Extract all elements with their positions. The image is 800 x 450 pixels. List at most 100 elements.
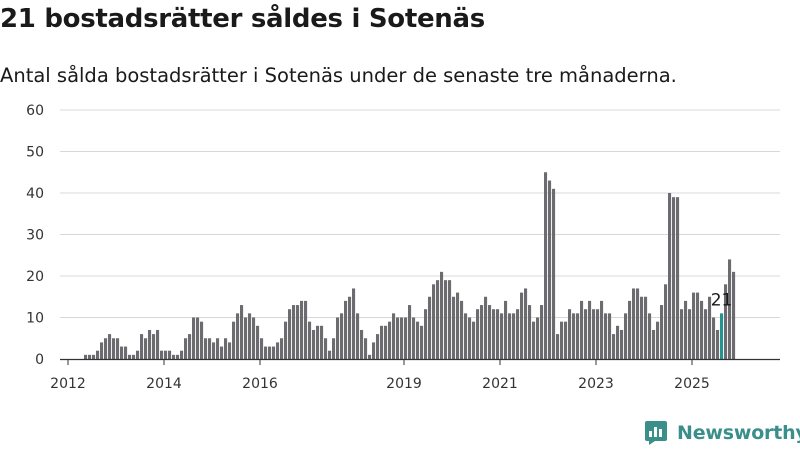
bar — [572, 313, 576, 359]
bar — [256, 325, 260, 359]
bar — [244, 317, 248, 359]
bar — [216, 338, 220, 359]
bar — [240, 305, 244, 359]
x-tick-label: 2021 — [482, 376, 518, 392]
y-tick-label: 30 — [26, 228, 44, 244]
bar — [600, 300, 604, 359]
bar — [220, 346, 224, 359]
y-tick-label: 60 — [26, 103, 44, 119]
bar — [536, 317, 540, 359]
bar — [124, 346, 128, 359]
chart-title: 21 bostadsrätter såldes i Sotenäs — [0, 4, 485, 34]
bar — [424, 309, 428, 359]
bar — [732, 271, 736, 359]
bar — [420, 325, 424, 359]
bar — [156, 329, 160, 359]
bar — [704, 309, 708, 359]
bar — [672, 197, 676, 359]
bar — [684, 300, 688, 359]
bar — [128, 354, 132, 359]
bar — [696, 292, 700, 359]
bar — [452, 296, 456, 359]
bar — [136, 350, 140, 359]
bar — [296, 305, 300, 359]
bar — [368, 354, 372, 359]
bar — [660, 305, 664, 359]
bar — [212, 342, 216, 359]
bar — [428, 296, 432, 359]
bar — [204, 338, 208, 359]
bar — [264, 346, 268, 359]
data-labels: 21 — [711, 290, 733, 310]
bar — [500, 313, 504, 359]
bar — [564, 321, 568, 359]
bar — [320, 325, 324, 359]
bar — [632, 288, 636, 359]
bar — [548, 180, 552, 359]
bar — [224, 338, 228, 359]
bar — [524, 288, 528, 359]
bar — [408, 305, 412, 359]
bar — [644, 296, 648, 359]
bar — [516, 309, 520, 359]
bar — [332, 338, 336, 359]
bar — [508, 313, 512, 359]
bar — [276, 342, 280, 359]
highlight-value-label: 21 — [711, 290, 733, 310]
bar — [144, 338, 148, 359]
bar — [292, 305, 296, 359]
y-tick-label: 40 — [26, 186, 44, 202]
bar — [232, 321, 236, 359]
bar — [568, 309, 572, 359]
bar — [176, 354, 180, 359]
bar — [700, 300, 704, 359]
bar — [228, 342, 232, 359]
bar — [400, 317, 404, 359]
y-tick-label: 50 — [26, 145, 44, 161]
x-tick-label: 2019 — [386, 376, 422, 392]
bar — [148, 329, 152, 359]
bar — [192, 317, 196, 359]
bar — [596, 309, 600, 359]
bar — [688, 309, 692, 359]
bar — [480, 305, 484, 359]
bar — [616, 325, 620, 359]
bar — [284, 321, 288, 359]
bar — [584, 309, 588, 359]
bar — [92, 354, 96, 359]
x-tick-label: 2016 — [242, 376, 278, 392]
y-tick-label: 0 — [35, 352, 44, 368]
bar — [272, 346, 276, 359]
bar — [120, 346, 124, 359]
bar — [448, 280, 452, 359]
bar — [560, 321, 564, 359]
bar — [556, 334, 560, 359]
bar — [280, 338, 284, 359]
bar — [300, 300, 304, 359]
bar — [164, 350, 168, 359]
bar — [612, 334, 616, 359]
bar — [620, 329, 624, 359]
bar — [640, 296, 644, 359]
bar — [436, 280, 440, 359]
bar — [624, 313, 628, 359]
bar — [540, 305, 544, 359]
bar — [344, 300, 348, 359]
bar — [396, 317, 400, 359]
bar — [680, 309, 684, 359]
bar — [180, 350, 184, 359]
bar — [108, 334, 112, 359]
bar — [252, 317, 256, 359]
bar — [112, 338, 116, 359]
bar — [380, 325, 384, 359]
bar — [476, 309, 480, 359]
y-tick-label: 20 — [26, 269, 44, 285]
bar — [116, 338, 120, 359]
bar — [664, 284, 668, 359]
bar — [464, 313, 468, 359]
bar — [356, 313, 360, 359]
bar — [532, 321, 536, 359]
bar — [132, 354, 136, 359]
bar — [456, 292, 460, 359]
bar — [496, 309, 500, 359]
